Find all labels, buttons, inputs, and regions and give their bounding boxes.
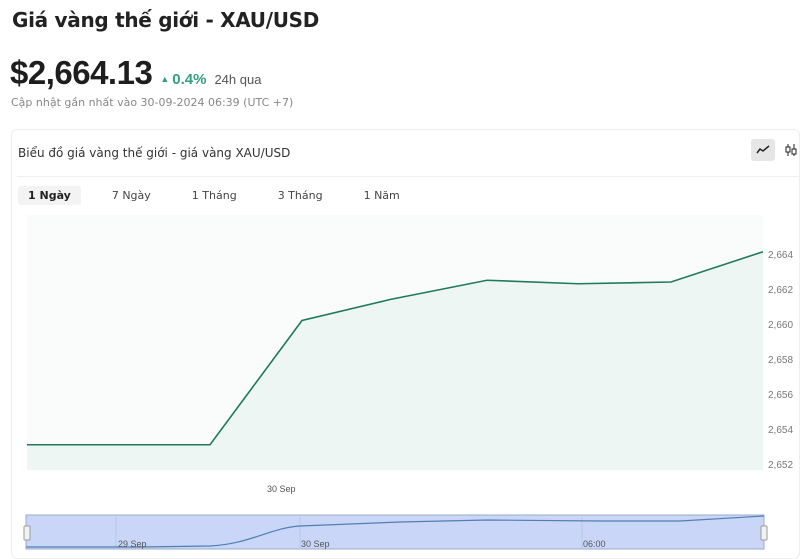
y-tick-label: 2,658 xyxy=(768,355,793,366)
y-tick-label: 2,656 xyxy=(768,390,793,401)
y-tick-label: 2,662 xyxy=(768,285,793,296)
y-tick-label: 2,654 xyxy=(768,425,793,436)
navigator-label: 06:00 xyxy=(583,539,606,549)
navigator-label: 29 Sep xyxy=(118,539,147,549)
navigator-label: 30 Sep xyxy=(301,539,330,549)
navigator-left-handle[interactable] xyxy=(24,526,30,540)
y-tick-label: 2,660 xyxy=(768,320,793,331)
navigator-right-handle[interactable] xyxy=(761,526,767,540)
y-tick-label: 2,664 xyxy=(768,250,793,261)
y-tick-label: 2,652 xyxy=(768,460,793,471)
x-tick-label: 30 Sep xyxy=(267,484,296,494)
